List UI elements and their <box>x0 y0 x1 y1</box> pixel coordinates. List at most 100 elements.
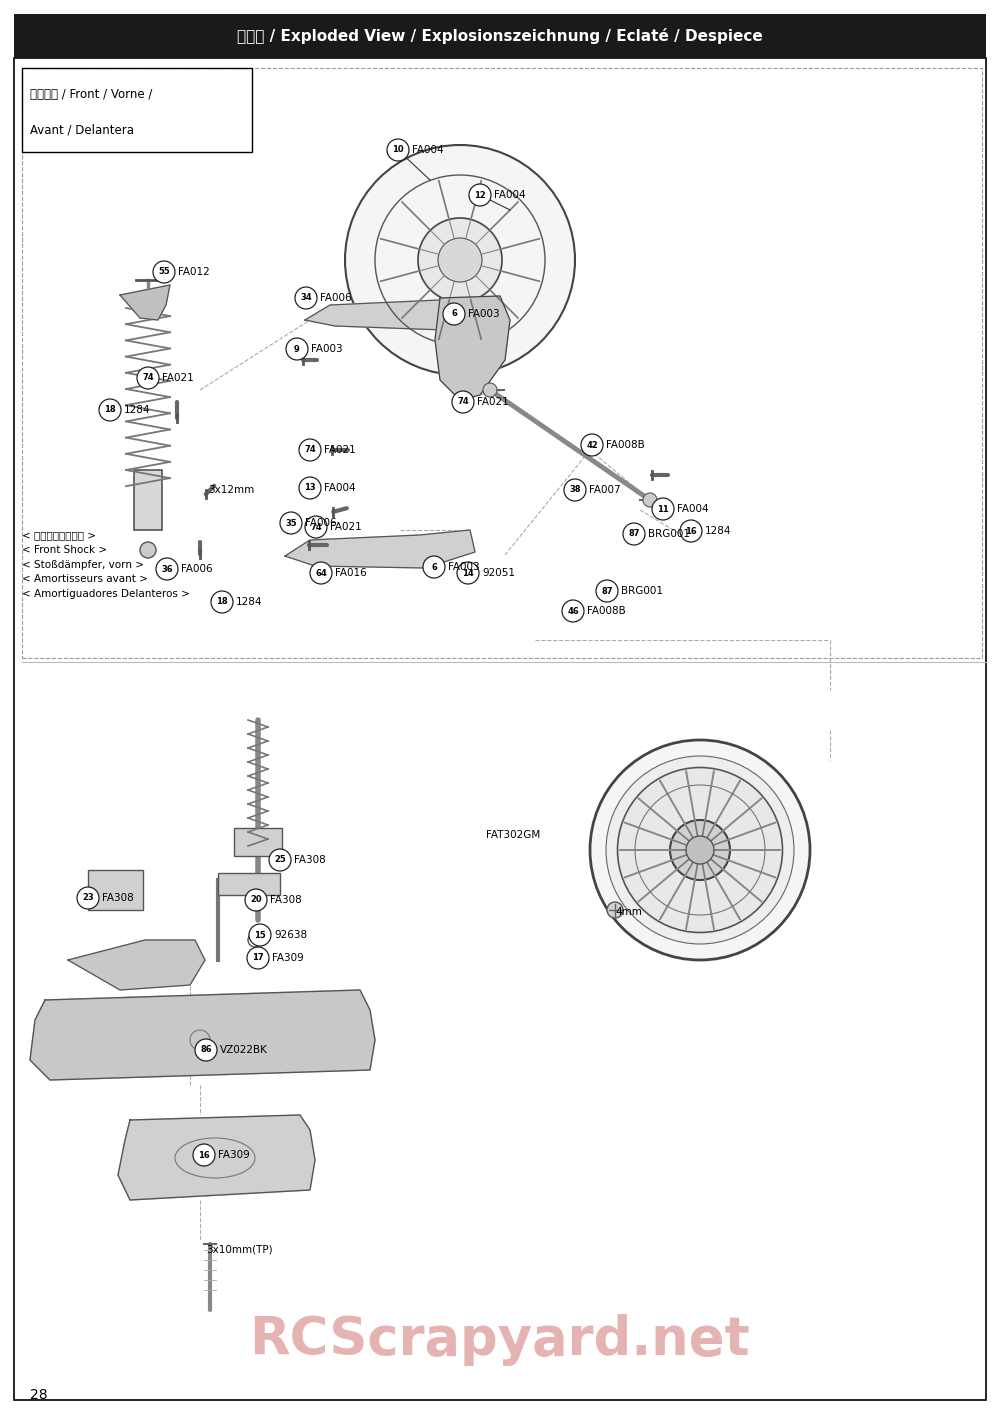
Circle shape <box>418 218 502 303</box>
Circle shape <box>269 848 291 871</box>
Ellipse shape <box>618 768 782 932</box>
Text: FA021: FA021 <box>330 522 362 532</box>
Circle shape <box>153 262 175 283</box>
Text: FA016: FA016 <box>335 568 367 578</box>
Text: 74: 74 <box>142 373 154 383</box>
Text: 55: 55 <box>158 267 170 277</box>
Text: FA012: FA012 <box>178 267 210 277</box>
Text: 35: 35 <box>285 519 297 527</box>
Text: 92638: 92638 <box>274 930 307 940</box>
Text: 87: 87 <box>628 529 640 539</box>
Ellipse shape <box>590 740 810 960</box>
Text: FA004: FA004 <box>494 189 526 199</box>
Text: 分解図 / Exploded View / Explosionszeichnung / Eclaté / Despiece: 分解図 / Exploded View / Explosionszeichnun… <box>237 28 763 44</box>
Text: 92051: 92051 <box>482 568 515 578</box>
Text: BRG001: BRG001 <box>621 585 663 595</box>
Text: 42: 42 <box>586 441 598 450</box>
Text: FA008B: FA008B <box>606 440 645 450</box>
Text: 18: 18 <box>104 406 116 414</box>
Circle shape <box>245 889 267 911</box>
Circle shape <box>137 368 159 389</box>
Ellipse shape <box>606 756 794 945</box>
Circle shape <box>581 434 603 455</box>
Circle shape <box>77 887 99 909</box>
Bar <box>22 68 252 151</box>
Text: 87: 87 <box>601 587 613 595</box>
Bar <box>134 469 162 530</box>
Text: FA308: FA308 <box>102 894 134 904</box>
Polygon shape <box>305 298 495 329</box>
Text: FA308: FA308 <box>270 895 302 905</box>
Text: 1284: 1284 <box>705 526 732 536</box>
Text: 28: 28 <box>30 1389 48 1403</box>
Polygon shape <box>285 530 475 568</box>
Text: FA006: FA006 <box>305 518 337 527</box>
Text: 74: 74 <box>457 397 469 406</box>
Text: 64: 64 <box>315 568 327 577</box>
Text: 17: 17 <box>252 953 264 963</box>
Bar <box>234 829 282 855</box>
Text: < フロントダンパー >
< Front Shock >
< Stoßdämpfer, vorn >
< Amortisseurs avant >
< Amor: < フロントダンパー > < Front Shock > < Stoßdämpf… <box>22 530 190 600</box>
Polygon shape <box>30 990 375 1080</box>
Circle shape <box>596 580 618 602</box>
Circle shape <box>680 520 702 542</box>
Text: 1284: 1284 <box>236 597 262 607</box>
Text: 23: 23 <box>82 894 94 902</box>
Text: FA006: FA006 <box>181 564 213 574</box>
Polygon shape <box>68 940 205 990</box>
Text: FA309: FA309 <box>272 953 304 963</box>
Ellipse shape <box>686 836 714 864</box>
Text: FA021: FA021 <box>477 397 509 407</box>
Circle shape <box>483 383 497 397</box>
Circle shape <box>345 146 575 375</box>
Circle shape <box>607 902 623 918</box>
Text: 9: 9 <box>294 345 300 354</box>
Text: 46: 46 <box>567 607 579 615</box>
Text: FA004: FA004 <box>677 503 709 515</box>
Text: 34: 34 <box>300 294 312 303</box>
Circle shape <box>443 303 465 325</box>
Text: 4mm: 4mm <box>615 906 642 918</box>
Circle shape <box>623 523 645 544</box>
Text: Avant / Delantera: Avant / Delantera <box>30 123 134 137</box>
Text: FA004: FA004 <box>412 146 444 156</box>
Circle shape <box>280 512 302 534</box>
Circle shape <box>299 438 321 461</box>
Text: 20: 20 <box>250 895 262 905</box>
Circle shape <box>643 493 657 508</box>
Text: 74: 74 <box>310 523 322 532</box>
Circle shape <box>99 399 121 421</box>
Text: 38: 38 <box>569 485 581 495</box>
Circle shape <box>564 479 586 501</box>
Text: FA004: FA004 <box>324 484 356 493</box>
Text: 1284: 1284 <box>124 404 150 414</box>
Text: 16: 16 <box>198 1151 210 1159</box>
Circle shape <box>295 287 317 310</box>
Ellipse shape <box>670 820 730 880</box>
Circle shape <box>310 561 332 584</box>
Bar <box>14 14 986 58</box>
Text: FA007: FA007 <box>589 485 621 495</box>
Bar <box>218 872 280 895</box>
Text: FA021: FA021 <box>324 445 356 455</box>
Circle shape <box>211 591 233 614</box>
Text: 3x12mm: 3x12mm <box>208 485 254 495</box>
Circle shape <box>457 561 479 584</box>
Text: 36: 36 <box>161 564 173 574</box>
Text: 6: 6 <box>431 563 437 571</box>
Text: FA309: FA309 <box>218 1150 250 1159</box>
Circle shape <box>193 1144 215 1167</box>
Text: BRG001: BRG001 <box>648 529 690 539</box>
Circle shape <box>156 559 178 580</box>
Text: FAT302GM: FAT302GM <box>486 830 540 840</box>
Circle shape <box>195 1039 217 1060</box>
Text: FA003: FA003 <box>448 561 480 573</box>
Circle shape <box>562 600 584 622</box>
Text: 13: 13 <box>304 484 316 492</box>
Text: 3x10mm(TP): 3x10mm(TP) <box>206 1244 273 1256</box>
Text: 10: 10 <box>392 146 404 154</box>
Text: 74: 74 <box>304 445 316 454</box>
Circle shape <box>305 516 327 537</box>
Circle shape <box>249 923 271 946</box>
Circle shape <box>299 477 321 499</box>
